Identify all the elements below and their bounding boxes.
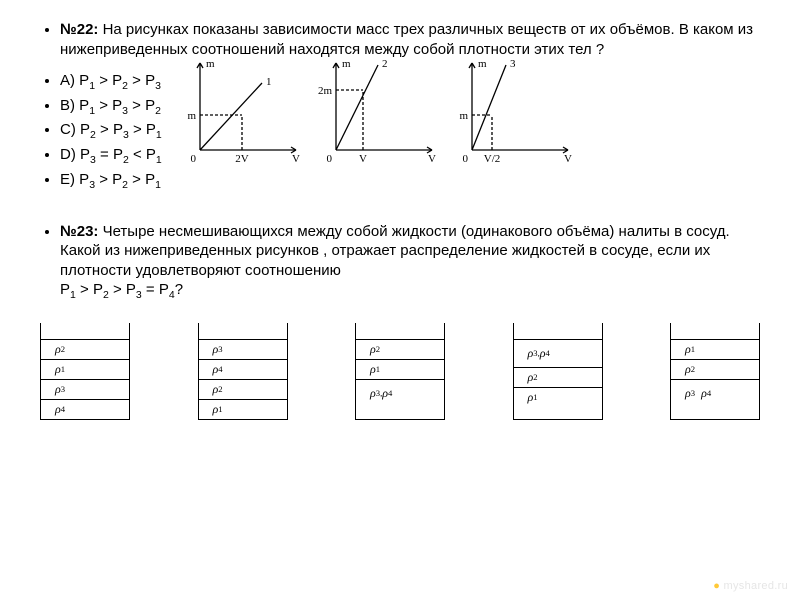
vessel-layer: ρ1 bbox=[514, 387, 602, 407]
svg-text:m: m bbox=[459, 110, 468, 122]
vessel-4: ρ3, ρ4ρ2ρ1 bbox=[513, 323, 603, 420]
svg-text:2: 2 bbox=[382, 58, 388, 70]
svg-text:m: m bbox=[206, 58, 215, 70]
svg-text:m: m bbox=[478, 58, 487, 70]
q23-vessels: ρ2ρ1ρ3ρ4ρ3ρ4ρ2ρ1ρ2ρ1ρ3, ρ4ρ3, ρ4ρ2ρ1ρ1ρ2… bbox=[30, 323, 770, 420]
svg-text:0: 0 bbox=[326, 153, 332, 165]
vessel-layer: ρ1 bbox=[671, 339, 759, 359]
vessel-layer: ρ2 bbox=[356, 339, 444, 359]
vessel-3: ρ2ρ1ρ3, ρ4 bbox=[355, 323, 445, 420]
vessel-layer: ρ3, ρ4 bbox=[356, 379, 444, 407]
svg-text:V: V bbox=[564, 153, 572, 165]
svg-text:3: 3 bbox=[510, 58, 516, 70]
option-a: A) P1 > P2 > P3 bbox=[60, 71, 162, 94]
svg-text:0: 0 bbox=[190, 153, 196, 165]
svg-text:V/2: V/2 bbox=[484, 153, 501, 165]
svg-text:V: V bbox=[359, 153, 367, 165]
svg-text:2m: 2m bbox=[318, 85, 333, 97]
vessel-layer: ρ3, ρ4 bbox=[514, 339, 602, 367]
q23-text: Четыре несмешивающихся между собой жидко… bbox=[60, 223, 730, 279]
watermark: ● myshared.ru bbox=[713, 580, 788, 592]
q22-graphs: mV0m2V1mV02mV2mV0mV/23 bbox=[172, 55, 574, 216]
vessel-layer: ρ2 bbox=[41, 339, 129, 359]
vessel-layer: ρ1 bbox=[356, 359, 444, 379]
graph-1: m V 0 m 2V 1 bbox=[172, 55, 302, 170]
vessel-2: ρ3ρ4ρ2ρ1 bbox=[198, 323, 288, 420]
option-e: E) P3 > P2 > P1 bbox=[60, 170, 162, 193]
option-c: C) P2 > P3 > P1 bbox=[60, 120, 162, 143]
vessel-layer: ρ2 bbox=[199, 379, 287, 399]
vessel-layer: ρ2 bbox=[514, 367, 602, 387]
vessel-layer: ρ2 bbox=[671, 359, 759, 379]
vessel-layer: ρ4 bbox=[199, 359, 287, 379]
vessel-5: ρ1ρ2ρ3 ρ4 bbox=[670, 323, 760, 420]
option-d: D) P3 = P2 < P1 bbox=[60, 145, 162, 168]
vessel-layer: ρ1 bbox=[199, 399, 287, 419]
graph-3: m V 0 m V/2 3 bbox=[444, 55, 574, 170]
vessel-layer: ρ4 bbox=[41, 399, 129, 419]
vessel-1: ρ2ρ1ρ3ρ4 bbox=[40, 323, 130, 420]
svg-text:0: 0 bbox=[462, 153, 468, 165]
vessel-layer: ρ1 bbox=[41, 359, 129, 379]
vessel-layer: ρ3 ρ4 bbox=[671, 379, 759, 407]
svg-text:2V: 2V bbox=[235, 153, 249, 165]
q22-text: На рисунках показаны зависимости масс тр… bbox=[60, 21, 753, 58]
q22-prompt: №22: На рисунках показаны зависимости ма… bbox=[60, 20, 770, 59]
svg-text:m: m bbox=[342, 58, 351, 70]
q22-options: A) P1 > P2 > P3 B) P1 > P3 > P2 C) P2 > … bbox=[30, 61, 162, 216]
svg-text:1: 1 bbox=[266, 76, 272, 88]
q22-number: №22: bbox=[60, 21, 98, 38]
vessel-layer: ρ3 bbox=[41, 379, 129, 399]
svg-text:m: m bbox=[187, 110, 196, 122]
q23-number: №23: bbox=[60, 223, 98, 240]
vessel-layer: ρ3 bbox=[199, 339, 287, 359]
option-b: B) P1 > P3 > P2 bbox=[60, 96, 162, 119]
graph-2: m V 0 2m V 2 bbox=[308, 55, 438, 170]
svg-text:V: V bbox=[292, 153, 300, 165]
svg-text:V: V bbox=[428, 153, 436, 165]
q23-prompt: №23: Четыре несмешивающихся между собой … bbox=[60, 222, 770, 303]
